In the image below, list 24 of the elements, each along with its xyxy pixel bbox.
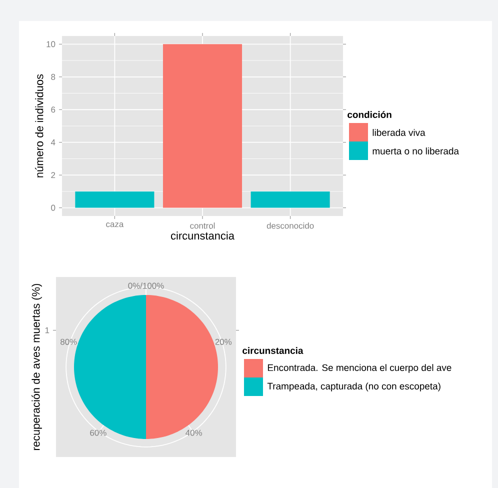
y-tick-label: 10: [46, 41, 56, 48]
legend-label: Trampeada, capturada (no con escopeta): [267, 382, 440, 392]
text: 60%: [90, 430, 106, 436]
legend-label: muerta o no liberada: [372, 148, 459, 154]
x-tick-label: caza: [106, 222, 124, 228]
y-axis-title: número de individuos: [35, 74, 44, 178]
y-tick-label: 2: [51, 172, 56, 178]
text: 20%: [215, 338, 232, 345]
text: 80%: [60, 338, 77, 345]
x-axis-title: circunstancia: [170, 232, 234, 240]
text: 0%/100%: [128, 282, 164, 289]
y-tick-label: 0: [51, 204, 56, 211]
legend-title: circunstancia: [242, 347, 304, 354]
legend-label: Encontrada. Se menciona el cuerpo del ave: [268, 364, 452, 373]
x-tick-label: control: [190, 222, 215, 229]
text: 1: [45, 327, 50, 334]
y-tick-label: 4: [50, 139, 56, 146]
y-tick-label: 8: [51, 74, 56, 80]
text: recuperación de aves muertas (%): [32, 284, 42, 450]
legend-title: condición: [348, 110, 392, 118]
y-tick-label: 6: [51, 106, 56, 113]
x-tick-label: desconocido: [266, 222, 314, 229]
text: 40%: [186, 430, 202, 436]
legend-label: liberada viva: [372, 129, 426, 136]
